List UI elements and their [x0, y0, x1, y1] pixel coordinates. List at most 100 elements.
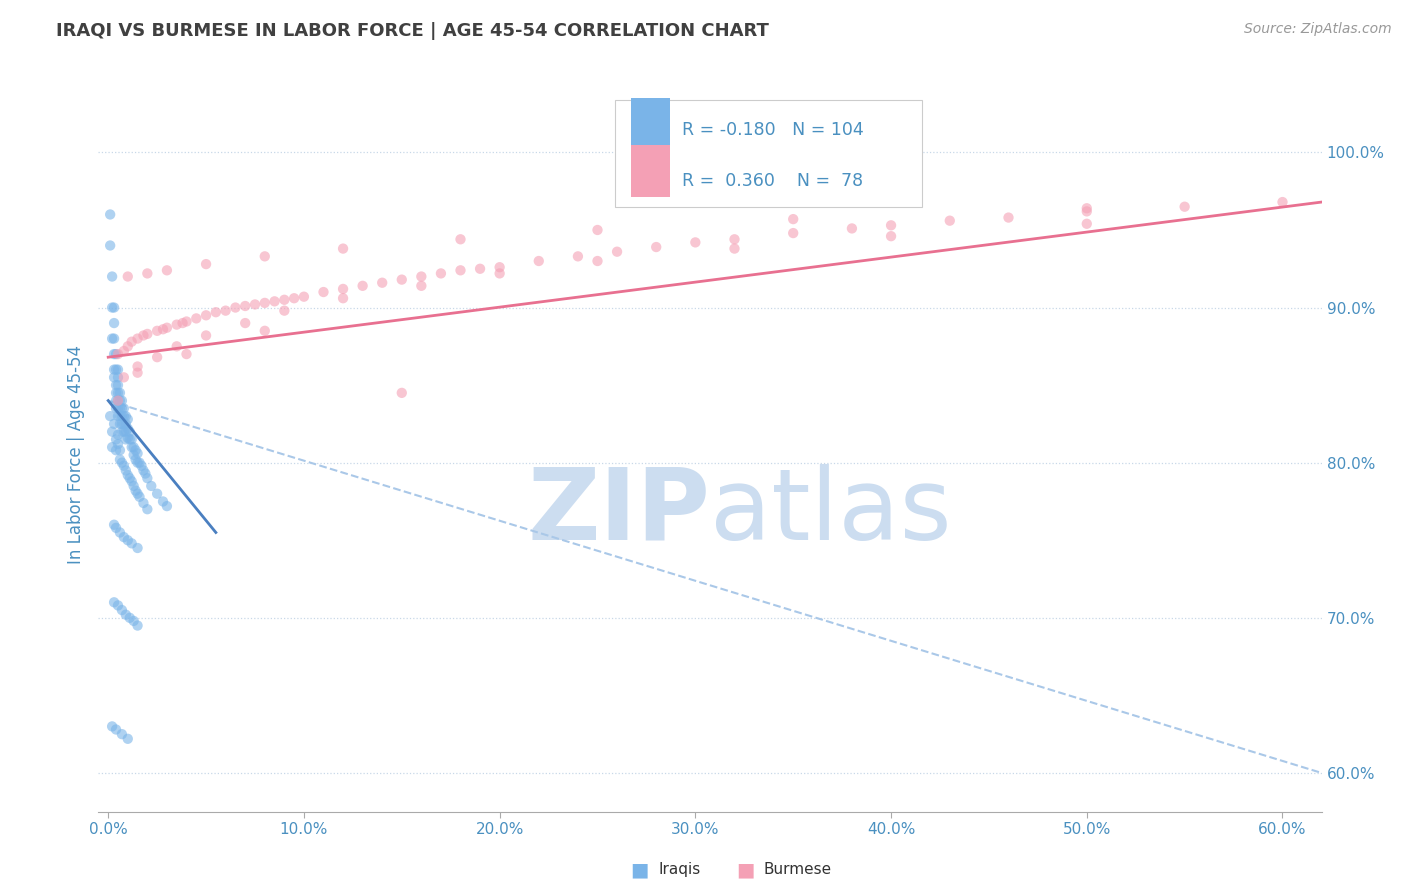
- Point: [488, 260, 510, 275]
- Point: [1076, 217, 1098, 231]
- Point: [105, 521, 128, 535]
- Point: [723, 242, 745, 256]
- Point: [127, 486, 149, 500]
- Point: [103, 362, 125, 376]
- Point: [112, 425, 135, 439]
- Point: [1076, 201, 1098, 215]
- Point: [101, 425, 124, 439]
- Point: [107, 370, 129, 384]
- Point: [114, 425, 136, 439]
- Point: [111, 425, 134, 439]
- Point: [205, 305, 228, 319]
- Point: [128, 490, 150, 504]
- Point: [117, 468, 139, 483]
- Point: [117, 339, 139, 353]
- Point: [233, 299, 256, 313]
- Point: [105, 401, 128, 416]
- Point: [127, 541, 149, 555]
- Point: [233, 316, 256, 330]
- Point: [195, 257, 218, 271]
- Point: [141, 479, 163, 493]
- Point: [98, 207, 121, 221]
- Point: [586, 254, 609, 268]
- Point: [782, 226, 804, 240]
- Point: [107, 409, 129, 424]
- Point: [103, 347, 125, 361]
- Point: [146, 350, 169, 364]
- Point: [685, 235, 707, 250]
- Point: [121, 440, 143, 454]
- Point: [121, 433, 143, 447]
- Text: R = -0.180   N = 104: R = -0.180 N = 104: [682, 121, 863, 139]
- Point: [1174, 200, 1197, 214]
- Point: [411, 278, 433, 293]
- Point: [122, 448, 145, 462]
- Text: ■: ■: [630, 860, 650, 880]
- Point: [117, 431, 139, 445]
- Point: [146, 324, 169, 338]
- Point: [105, 433, 128, 447]
- Point: [98, 409, 121, 424]
- Point: [111, 603, 134, 617]
- Point: [127, 446, 149, 460]
- Point: [132, 463, 155, 477]
- Point: [105, 378, 128, 392]
- Point: [371, 276, 394, 290]
- Point: [567, 249, 589, 263]
- Point: [214, 303, 236, 318]
- Point: [112, 401, 135, 416]
- Point: [391, 272, 413, 286]
- Point: [136, 471, 159, 485]
- Text: Burmese: Burmese: [763, 863, 831, 877]
- Point: [292, 290, 315, 304]
- Point: [111, 456, 134, 470]
- Bar: [630, 145, 669, 196]
- Point: [117, 731, 139, 746]
- Point: [527, 254, 550, 268]
- Point: [121, 536, 143, 550]
- Point: [243, 297, 266, 311]
- Point: [112, 370, 135, 384]
- Point: [108, 525, 131, 540]
- Text: ZIP: ZIP: [527, 464, 710, 560]
- Point: [997, 211, 1019, 225]
- Point: [273, 303, 295, 318]
- Point: [101, 269, 124, 284]
- Point: [105, 385, 128, 400]
- Point: [107, 427, 129, 442]
- Point: [103, 316, 125, 330]
- Point: [586, 223, 609, 237]
- Point: [450, 232, 472, 246]
- Point: [132, 496, 155, 510]
- Point: [136, 267, 159, 281]
- Point: [108, 417, 131, 431]
- Point: [107, 347, 129, 361]
- Point: [332, 282, 354, 296]
- Point: [122, 614, 145, 628]
- Point: [352, 278, 374, 293]
- Point: [127, 332, 149, 346]
- Point: [108, 443, 131, 458]
- Point: [108, 452, 131, 467]
- Point: [136, 502, 159, 516]
- Point: [114, 463, 136, 477]
- Point: [253, 324, 276, 338]
- Point: [112, 343, 135, 358]
- Point: [195, 308, 218, 322]
- Point: [606, 244, 628, 259]
- Point: [156, 263, 179, 277]
- Point: [107, 599, 129, 613]
- Point: [105, 347, 128, 361]
- Point: [121, 334, 143, 349]
- Point: [1076, 204, 1098, 219]
- Point: [880, 229, 903, 244]
- Point: [111, 409, 134, 424]
- Point: [105, 362, 128, 376]
- Point: [101, 301, 124, 315]
- Point: [117, 533, 139, 548]
- Point: [114, 607, 136, 622]
- Point: [253, 296, 276, 310]
- Point: [152, 494, 174, 508]
- Point: [166, 318, 188, 332]
- Point: [112, 458, 135, 473]
